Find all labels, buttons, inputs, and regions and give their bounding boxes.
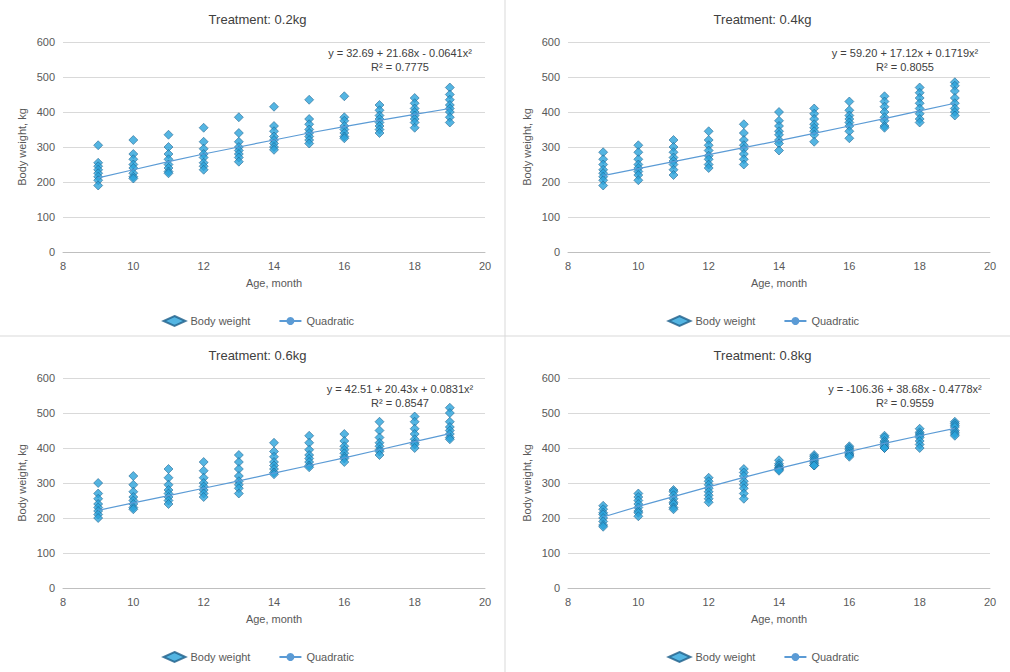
svg-text:400: 400 xyxy=(37,106,55,118)
svg-text:600: 600 xyxy=(37,372,55,384)
svg-text:8: 8 xyxy=(60,260,66,272)
svg-text:200: 200 xyxy=(37,176,55,188)
svg-text:500: 500 xyxy=(37,407,55,419)
svg-text:20: 20 xyxy=(984,260,996,272)
svg-text:10: 10 xyxy=(632,596,644,608)
svg-text:20: 20 xyxy=(479,596,491,608)
svg-text:Quadratic: Quadratic xyxy=(306,315,354,327)
svg-text:Age, month: Age, month xyxy=(246,277,302,289)
svg-text:600: 600 xyxy=(37,36,55,48)
svg-text:500: 500 xyxy=(542,407,560,419)
svg-text:16: 16 xyxy=(338,260,350,272)
svg-text:14: 14 xyxy=(268,596,280,608)
svg-text:y = 42.51 + 20.43x + 0.0831x²: y = 42.51 + 20.43x + 0.0831x² xyxy=(327,383,474,395)
svg-text:300: 300 xyxy=(37,141,55,153)
svg-text:R² = 0.8055: R² = 0.8055 xyxy=(876,61,934,73)
svg-text:100: 100 xyxy=(37,211,55,223)
svg-text:16: 16 xyxy=(843,260,855,272)
svg-text:R² = 0.7775: R² = 0.7775 xyxy=(371,61,429,73)
svg-text:Body weight: Body weight xyxy=(696,315,756,327)
svg-text:0: 0 xyxy=(49,582,55,594)
svg-text:12: 12 xyxy=(703,596,715,608)
svg-text:12: 12 xyxy=(198,260,210,272)
svg-text:0: 0 xyxy=(554,582,560,594)
svg-text:8: 8 xyxy=(60,596,66,608)
svg-text:14: 14 xyxy=(773,596,785,608)
svg-text:0: 0 xyxy=(554,246,560,258)
svg-text:12: 12 xyxy=(703,260,715,272)
svg-text:10: 10 xyxy=(127,260,139,272)
svg-text:8: 8 xyxy=(565,260,571,272)
svg-text:Quadratic: Quadratic xyxy=(811,315,859,327)
svg-text:300: 300 xyxy=(37,477,55,489)
svg-text:100: 100 xyxy=(542,211,560,223)
svg-text:400: 400 xyxy=(542,106,560,118)
svg-text:200: 200 xyxy=(542,512,560,524)
svg-text:400: 400 xyxy=(37,442,55,454)
svg-text:8: 8 xyxy=(565,596,571,608)
svg-text:Quadratic: Quadratic xyxy=(306,651,354,663)
svg-text:500: 500 xyxy=(37,71,55,83)
svg-text:Body weight: Body weight xyxy=(191,651,251,663)
svg-text:18: 18 xyxy=(409,260,421,272)
svg-text:100: 100 xyxy=(37,547,55,559)
svg-text:Body weight, kg: Body weight, kg xyxy=(521,108,533,186)
svg-text:14: 14 xyxy=(268,260,280,272)
svg-text:400: 400 xyxy=(542,442,560,454)
svg-text:Age, month: Age, month xyxy=(751,277,807,289)
svg-text:Body weight, kg: Body weight, kg xyxy=(16,444,28,522)
svg-text:Body weight: Body weight xyxy=(696,651,756,663)
svg-text:Quadratic: Quadratic xyxy=(811,651,859,663)
svg-text:600: 600 xyxy=(542,372,560,384)
svg-text:16: 16 xyxy=(338,596,350,608)
svg-text:Age, month: Age, month xyxy=(751,613,807,625)
svg-text:Body weight, kg: Body weight, kg xyxy=(16,108,28,186)
svg-text:R² = 0.8547: R² = 0.8547 xyxy=(371,397,429,409)
svg-text:16: 16 xyxy=(843,596,855,608)
svg-text:18: 18 xyxy=(914,596,926,608)
svg-text:200: 200 xyxy=(37,512,55,524)
svg-text:100: 100 xyxy=(542,547,560,559)
svg-text:R² = 0.9559: R² = 0.9559 xyxy=(876,397,934,409)
svg-text:y = 32.69 + 21.68x - 0.0641x²: y = 32.69 + 21.68x - 0.0641x² xyxy=(328,47,472,59)
svg-text:y = 59.20 + 17.12x + 0.1719x²: y = 59.20 + 17.12x + 0.1719x² xyxy=(832,47,979,59)
svg-text:600: 600 xyxy=(542,36,560,48)
svg-text:18: 18 xyxy=(409,596,421,608)
svg-text:Age, month: Age, month xyxy=(246,613,302,625)
svg-text:10: 10 xyxy=(632,260,644,272)
svg-text:200: 200 xyxy=(542,176,560,188)
svg-text:Treatment: 0.6kg: Treatment: 0.6kg xyxy=(209,348,307,363)
svg-text:20: 20 xyxy=(984,596,996,608)
svg-text:500: 500 xyxy=(542,71,560,83)
svg-text:20: 20 xyxy=(479,260,491,272)
svg-text:Treatment: 0.8kg: Treatment: 0.8kg xyxy=(714,348,812,363)
svg-text:Treatment: 0.4kg: Treatment: 0.4kg xyxy=(714,12,812,27)
svg-text:0: 0 xyxy=(49,246,55,258)
svg-text:18: 18 xyxy=(914,260,926,272)
svg-text:10: 10 xyxy=(127,596,139,608)
svg-text:12: 12 xyxy=(198,596,210,608)
svg-text:Body weight, kg: Body weight, kg xyxy=(521,444,533,522)
svg-text:y = -106.36 + 38.68x - 0.4778x: y = -106.36 + 38.68x - 0.4778x² xyxy=(828,383,982,395)
svg-text:14: 14 xyxy=(773,260,785,272)
svg-text:300: 300 xyxy=(542,477,560,489)
svg-text:Treatment: 0.2kg: Treatment: 0.2kg xyxy=(209,12,307,27)
svg-text:Body weight: Body weight xyxy=(191,315,251,327)
svg-text:300: 300 xyxy=(542,141,560,153)
